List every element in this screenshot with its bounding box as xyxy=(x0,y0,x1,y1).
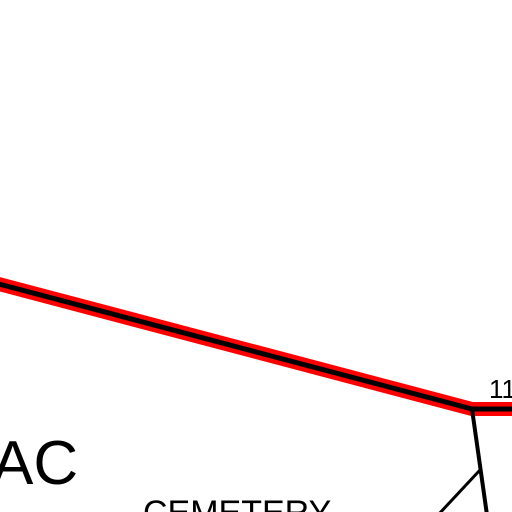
place-label: CEMETERY xyxy=(143,494,331,512)
boundary-line xyxy=(438,468,482,512)
boundary-line xyxy=(470,408,489,512)
area-label: AC xyxy=(0,429,78,498)
parcel-number: 11 xyxy=(489,374,512,404)
